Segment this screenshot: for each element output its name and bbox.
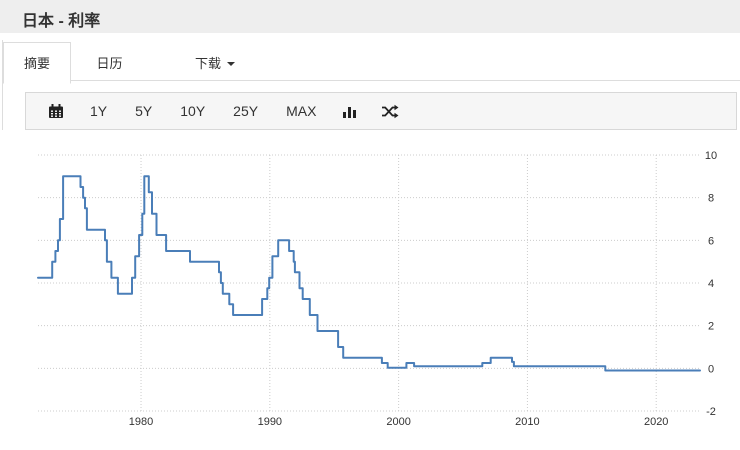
x-tick-label: 1990 <box>258 416 282 428</box>
y-tick-label: 8 <box>708 193 714 205</box>
y-tick-label: 4 <box>708 278 714 290</box>
x-tick-label: 2000 <box>386 416 410 428</box>
y-tick-label: 6 <box>708 235 714 247</box>
page-title: 日本 - 利率 <box>22 13 101 30</box>
range-button-1y[interactable]: 1Y <box>82 100 115 122</box>
tab-calendar-label: 日历 <box>96 56 123 71</box>
title-bar: 日本 - 利率 <box>0 0 740 33</box>
shuffle-icon[interactable] <box>375 102 405 121</box>
chart-canvas: 1980 1990 2000 2010 2020 10 8 6 4 2 0 -2 <box>37 150 717 428</box>
x-tick-label: 2020 <box>644 416 668 428</box>
range-button-25y[interactable]: 25Y <box>225 100 266 122</box>
x-tick-label: 1980 <box>129 416 153 428</box>
range-button-10y[interactable]: 10Y <box>172 100 213 122</box>
tab-summary-label: 摘要 <box>24 56 51 71</box>
caret-down-icon <box>226 62 235 66</box>
bar-chart-icon[interactable] <box>336 102 363 120</box>
range-button-max[interactable]: MAX <box>278 100 324 122</box>
interest-rate-chart[interactable]: 1980 1990 2000 2010 2020 10 8 6 4 2 0 -2 <box>0 140 740 450</box>
series-line <box>37 175 701 372</box>
tab-download-label: 下载 <box>194 56 221 71</box>
chart-toolbar: 1Y 5Y 10Y 25Y MAX <box>25 92 737 130</box>
panel-left-border <box>2 40 3 130</box>
x-tick-label: 2010 <box>515 416 539 428</box>
tab-summary[interactable]: 摘要 <box>3 42 72 84</box>
tab-bar: 摘要 日历 下载 <box>3 42 740 84</box>
tab-calendar[interactable]: 日历 <box>75 42 143 82</box>
tab-download[interactable]: 下载 <box>174 42 256 82</box>
range-button-5y[interactable]: 5Y <box>127 100 160 122</box>
y-tick-label: -2 <box>706 406 716 418</box>
y-tick-label: 2 <box>708 321 714 333</box>
calendar-icon[interactable] <box>42 102 70 121</box>
y-tick-label: 0 <box>708 363 714 375</box>
y-tick-label: 10 <box>705 150 717 162</box>
